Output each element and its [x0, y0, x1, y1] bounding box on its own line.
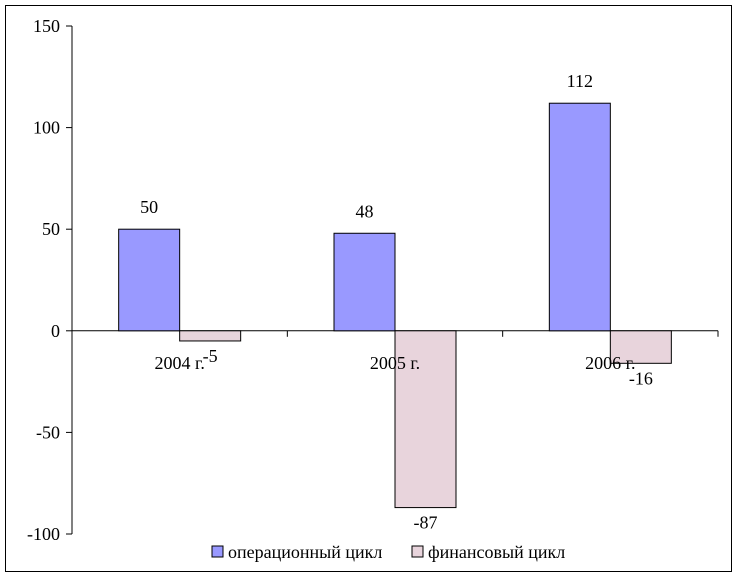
- data-label: -16: [629, 368, 653, 388]
- legend-swatch-operating: [211, 545, 224, 558]
- data-label: -5: [203, 346, 218, 366]
- bar-operating-2: [548, 102, 611, 332]
- category-label: 2006 г.: [585, 353, 635, 373]
- bar-financial-0: [179, 330, 242, 342]
- data-label: -87: [414, 513, 438, 533]
- y-tick-label: 100: [33, 118, 60, 138]
- data-label: 48: [356, 201, 374, 221]
- data-label: 112: [567, 71, 593, 91]
- legend-swatch-financial: [411, 545, 424, 558]
- y-tick-label: 0: [51, 321, 60, 341]
- legend-label: операционный цикл: [228, 542, 382, 562]
- y-tick-label: -50: [36, 422, 60, 442]
- y-tick-label: -100: [27, 524, 60, 544]
- bar-operating-1: [333, 232, 396, 332]
- category-label: 2005 г.: [370, 353, 420, 373]
- bar-financial-2: [609, 330, 672, 364]
- data-label: 50: [140, 197, 158, 217]
- y-tick-label: 50: [42, 219, 60, 239]
- legend-label: финансовый цикл: [428, 542, 565, 562]
- category-label: 2004 г.: [154, 353, 204, 373]
- bar-financial-1: [394, 330, 457, 509]
- y-tick-label: 150: [33, 16, 60, 36]
- bar-operating-0: [118, 228, 181, 332]
